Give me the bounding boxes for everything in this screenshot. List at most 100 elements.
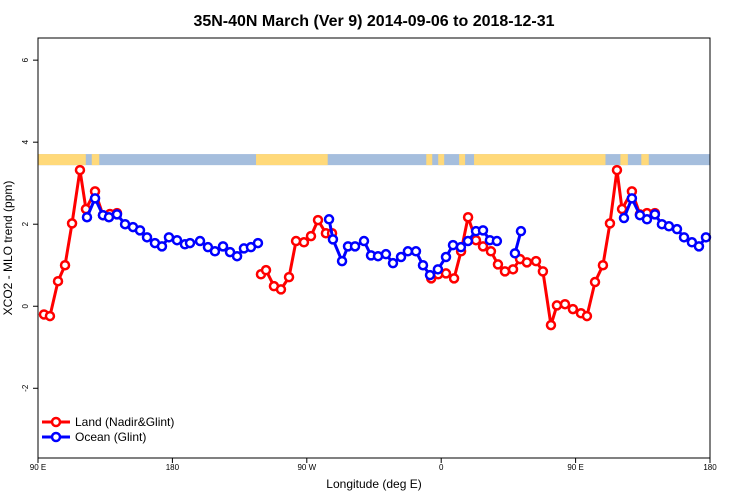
legend-ocean-label: Ocean (Glint) bbox=[75, 430, 146, 444]
data-point bbox=[537, 266, 549, 277]
series-line bbox=[43, 168, 118, 318]
data-point bbox=[440, 268, 452, 279]
data-point bbox=[380, 248, 392, 260]
data-point bbox=[440, 251, 452, 263]
data-point bbox=[470, 234, 482, 246]
data-point bbox=[424, 269, 436, 281]
data-point bbox=[626, 193, 638, 204]
data-point bbox=[283, 271, 295, 283]
y-axis-label: XCO2 - MLO trend (ppm) bbox=[1, 181, 15, 316]
data-point bbox=[387, 257, 399, 269]
y-tick-label: 4 bbox=[21, 139, 30, 144]
legend-land-label: Land (Nadir&Glint) bbox=[75, 415, 174, 429]
land-band bbox=[438, 154, 445, 166]
data-point bbox=[275, 284, 287, 295]
data-point bbox=[597, 259, 609, 271]
data-point bbox=[156, 241, 168, 252]
data-point bbox=[298, 237, 310, 248]
chart-title: 35N-40N March (Ver 9) 2014-09-06 to 2018… bbox=[193, 13, 554, 30]
land-band bbox=[426, 154, 433, 166]
data-point bbox=[59, 259, 71, 271]
land-band bbox=[91, 154, 100, 166]
legend-ocean-marker bbox=[50, 431, 62, 443]
data-point bbox=[616, 203, 628, 215]
data-point bbox=[559, 298, 571, 310]
data-point bbox=[260, 264, 272, 276]
data-point bbox=[649, 209, 661, 220]
data-point bbox=[455, 241, 467, 253]
data-point bbox=[52, 275, 64, 287]
data-point bbox=[618, 212, 630, 224]
data-point bbox=[327, 234, 339, 245]
data-point bbox=[89, 193, 101, 204]
series-layer bbox=[38, 164, 712, 331]
data-point bbox=[209, 246, 221, 257]
data-point bbox=[66, 218, 78, 229]
data-point bbox=[485, 246, 497, 257]
data-point bbox=[103, 211, 115, 223]
data-point bbox=[184, 237, 196, 249]
land-band bbox=[474, 154, 606, 166]
data-point bbox=[521, 257, 533, 268]
data-point bbox=[290, 235, 302, 247]
land-band bbox=[641, 154, 649, 166]
surface-type-strip bbox=[38, 154, 710, 166]
data-point bbox=[217, 241, 229, 252]
data-point bbox=[604, 218, 616, 229]
data-point bbox=[589, 276, 601, 288]
x-tick-label: 0 bbox=[439, 463, 444, 472]
data-point bbox=[663, 221, 675, 232]
data-point bbox=[530, 255, 542, 267]
data-point bbox=[671, 223, 683, 235]
data-point bbox=[545, 319, 557, 331]
land-band bbox=[38, 154, 86, 166]
legend: Land (Nadir&Glint) Ocean (Glint) bbox=[42, 415, 174, 444]
data-point bbox=[171, 234, 183, 246]
data-point bbox=[323, 214, 335, 225]
land-band bbox=[620, 154, 628, 166]
data-point bbox=[194, 235, 206, 247]
y-axis: -2 0 2 4 6 bbox=[21, 57, 38, 392]
data-point bbox=[312, 214, 324, 226]
data-point bbox=[336, 255, 348, 267]
y-tick-label: 2 bbox=[21, 221, 30, 226]
data-point bbox=[499, 266, 511, 277]
series-line bbox=[260, 218, 333, 291]
data-point bbox=[134, 225, 146, 236]
data-point bbox=[432, 264, 444, 275]
data-point bbox=[551, 300, 563, 311]
x-tick-label: 90 E bbox=[30, 463, 46, 472]
data-point bbox=[448, 273, 460, 284]
data-point bbox=[111, 209, 123, 220]
data-point bbox=[81, 211, 93, 223]
plot-frame bbox=[37, 37, 711, 459]
data-point bbox=[231, 250, 243, 262]
legend-land-marker bbox=[50, 416, 62, 428]
data-point bbox=[462, 235, 474, 247]
data-point bbox=[141, 232, 153, 243]
data-point bbox=[678, 232, 690, 243]
data-point bbox=[477, 241, 489, 252]
data-point bbox=[492, 259, 504, 270]
x-tick-label: 90 W bbox=[297, 463, 316, 472]
data-point bbox=[515, 225, 527, 237]
data-point bbox=[581, 310, 593, 322]
ocean-series bbox=[81, 193, 712, 281]
data-point bbox=[410, 246, 422, 257]
data-point bbox=[305, 230, 317, 242]
ocean-band bbox=[38, 154, 710, 166]
x-tick-label: 180 bbox=[703, 463, 717, 472]
x-axis-label: Longitude (deg E) bbox=[326, 477, 421, 491]
data-point bbox=[477, 225, 489, 236]
data-point bbox=[611, 164, 623, 176]
data-point bbox=[74, 164, 86, 176]
data-point bbox=[693, 241, 705, 252]
data-point bbox=[507, 264, 519, 275]
data-point bbox=[417, 259, 429, 271]
data-point bbox=[252, 237, 264, 249]
data-point bbox=[358, 235, 370, 247]
land-band bbox=[459, 154, 466, 166]
data-point bbox=[44, 310, 56, 322]
data-point bbox=[395, 251, 407, 263]
